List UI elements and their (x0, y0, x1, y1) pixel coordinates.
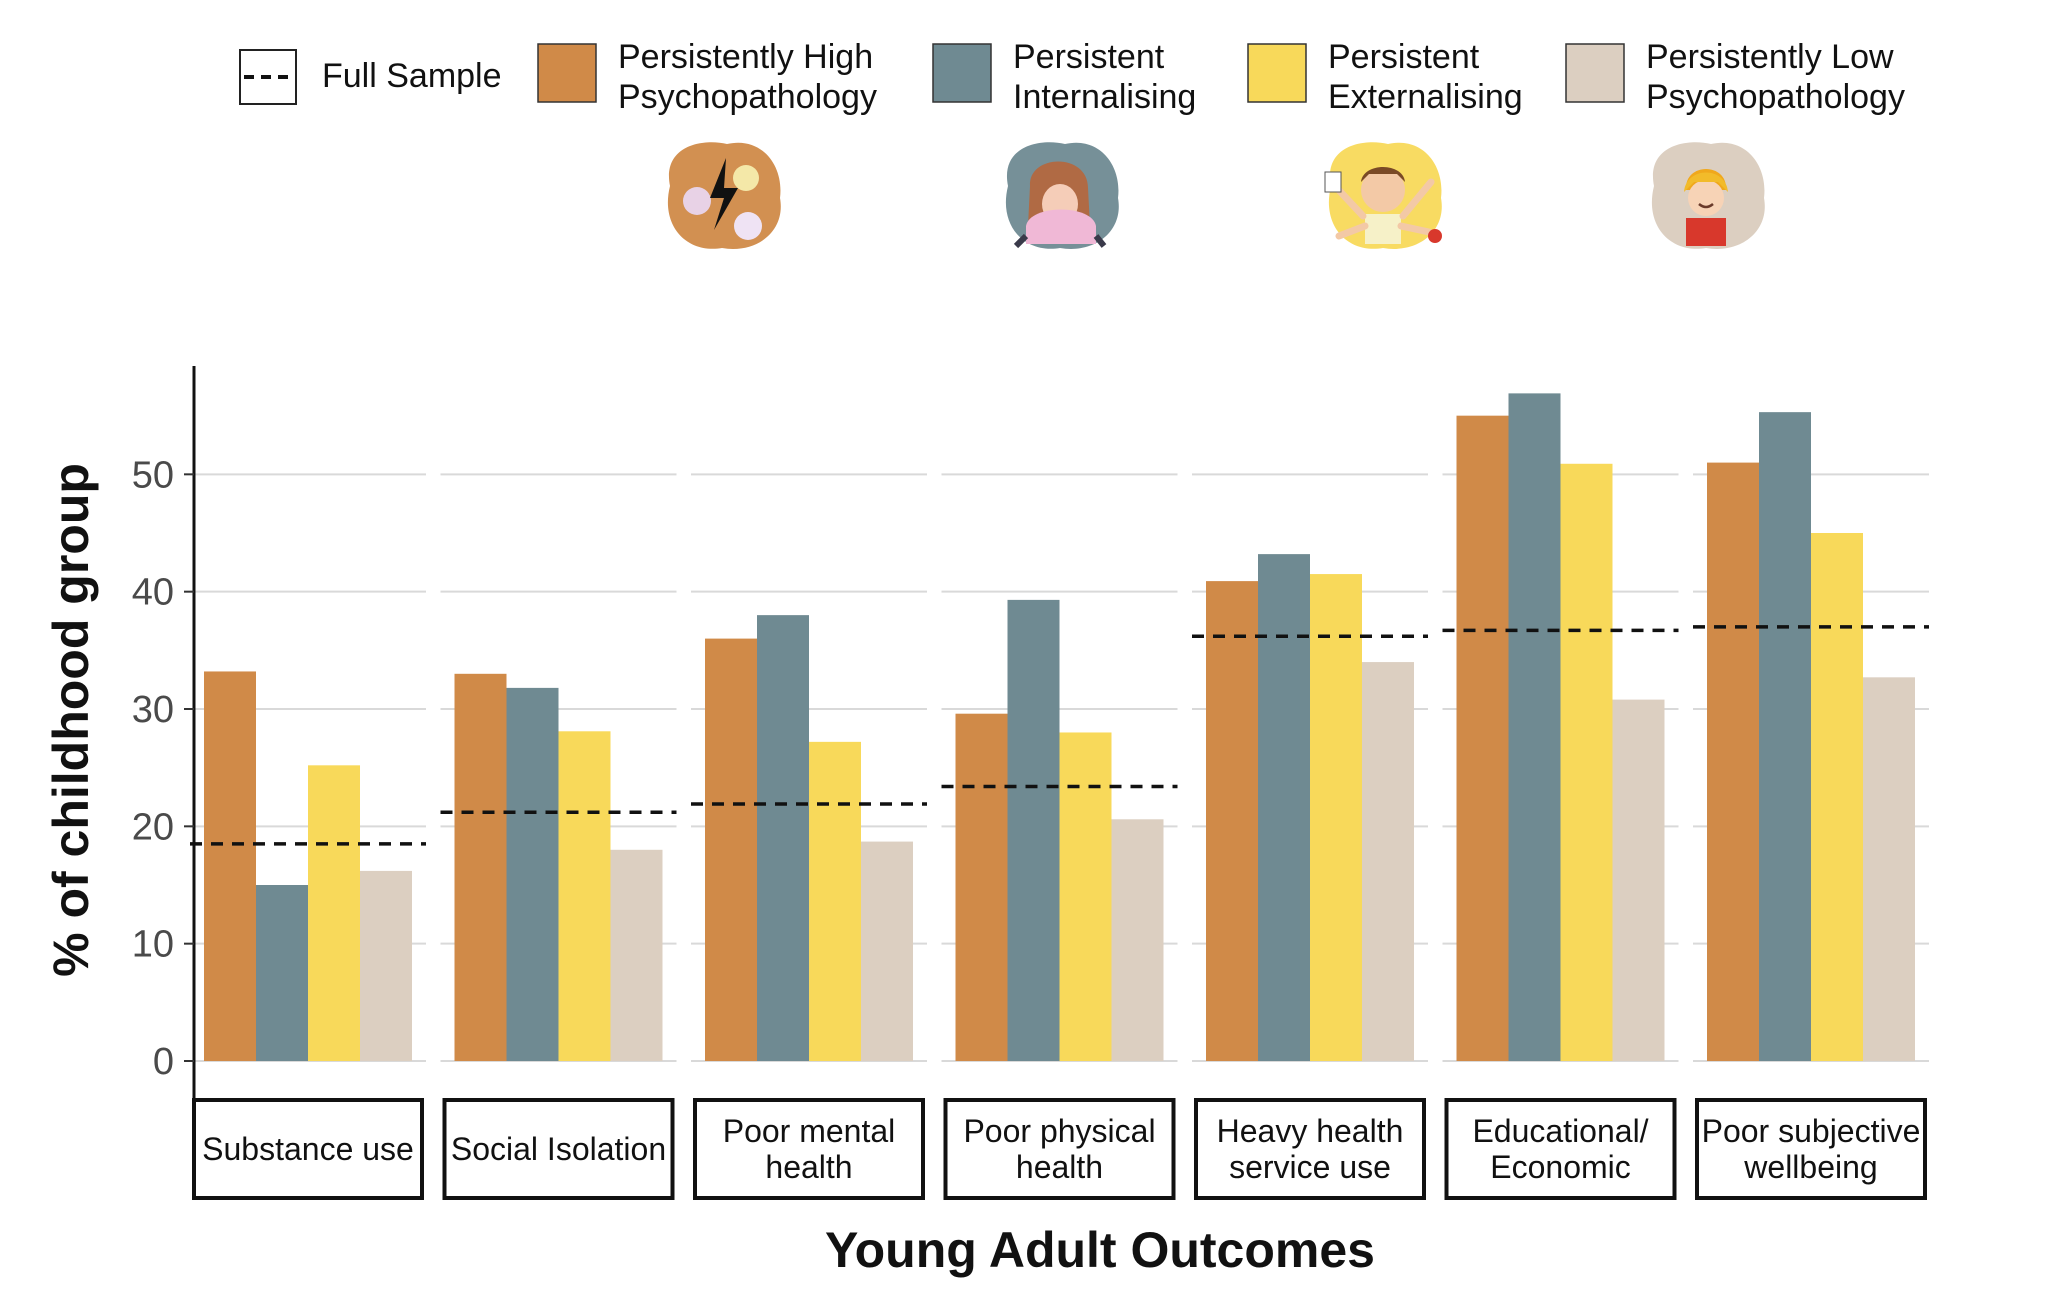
y-tick-label: 0 (153, 1041, 174, 1083)
y-tick-label: 20 (132, 806, 174, 848)
legend-item-3: Persistent Externalising (1247, 38, 1523, 116)
facet-panel: Heavy health service use (1192, 473, 1428, 1200)
facet-panel: Social Isolation (440, 473, 677, 1200)
hyperactive-child-icon (1324, 142, 1442, 249)
x-axis-title: Young Adult Outcomes (825, 1222, 1375, 1278)
facet-panel: Educational/Economic (1442, 393, 1679, 1200)
bar (1811, 533, 1863, 1061)
bar (1759, 412, 1811, 1061)
facet-panel: Poor mental health (691, 473, 927, 1200)
facet-panel: Poor subjective wellbeing (1693, 412, 1929, 1200)
facet-panel: Poor physical health (941, 473, 1178, 1200)
bar (955, 713, 1008, 1061)
facet-label-box (1194, 1098, 1426, 1200)
facet-label: Poor subjective wellbeing (1702, 1113, 1921, 1185)
bar (1258, 554, 1310, 1061)
facet-label: Poor physical health (963, 1113, 1155, 1185)
y-axis-title: % of childhood group (43, 463, 99, 977)
facet-label-box (1444, 1098, 1677, 1200)
bar (1310, 574, 1362, 1061)
legend-swatch (1565, 43, 1625, 103)
facet-label-box (693, 1098, 925, 1200)
bar (1863, 677, 1915, 1061)
bar (1059, 732, 1112, 1061)
bar (1508, 393, 1561, 1062)
bar (558, 731, 611, 1061)
happy-child-icon (1651, 142, 1765, 249)
facet-label-box (442, 1098, 675, 1200)
bar (256, 885, 308, 1061)
bar (1007, 599, 1060, 1061)
facet-label-box (1695, 1098, 1927, 1200)
bar (861, 841, 913, 1061)
sad-child-icon (1005, 142, 1119, 249)
bar (506, 687, 559, 1061)
bar (454, 673, 507, 1061)
y-axis: 0 10 20 30 40 50 (132, 366, 196, 1100)
bar (1362, 662, 1414, 1061)
bar (1111, 819, 1164, 1061)
bar (1707, 462, 1759, 1062)
legend-label: Persistent Externalising (1328, 38, 1523, 116)
bar (705, 638, 757, 1061)
facet-label: Substance use (202, 1131, 414, 1167)
bar (1456, 415, 1509, 1062)
legend-label: Persistently High Psychopathology (618, 38, 877, 116)
legend-label: Persistent Internalising (1013, 38, 1196, 116)
legend-swatch (537, 43, 597, 103)
bar (360, 870, 412, 1061)
facet-label: Poor mental health (723, 1113, 896, 1185)
bar (610, 849, 663, 1061)
legend-item-full-sample: Full Sample (239, 49, 502, 105)
facet-label: Social Isolation (451, 1131, 666, 1167)
bar (757, 615, 809, 1061)
facet-label: Heavy health service use (1217, 1113, 1404, 1185)
legend-label: Persistently Low Psychopathology (1646, 38, 1905, 116)
legend-series-items: Persistently High Psychopathology Persiste… (537, 38, 1905, 116)
bar (204, 671, 256, 1061)
bar (1206, 581, 1258, 1061)
legend-item-1: Persistently High Psychopathology (537, 38, 877, 116)
bar (308, 765, 360, 1061)
group-icons (667, 142, 1765, 249)
y-tick-label: 40 (132, 572, 174, 614)
legend-label-full-sample: Full Sample (322, 57, 502, 95)
bar (1560, 463, 1613, 1062)
y-tick-label: 30 (132, 689, 174, 731)
legend-swatch (932, 43, 992, 103)
y-tick-label: 50 (132, 454, 174, 496)
facet-label-box (192, 1098, 424, 1200)
facet-panel: Substance use (190, 473, 426, 1200)
conflict-collage-icon (667, 142, 781, 249)
facet-panels: Substance use Social Isolation Poor mental… (190, 393, 1929, 1200)
legend: Full Sample Persistently High Psychopatho… (239, 38, 1905, 116)
legend-swatch (1247, 43, 1307, 103)
bar (809, 741, 861, 1061)
bar (1612, 699, 1665, 1061)
y-tick-label: 10 (132, 924, 174, 966)
legend-item-4: Persistently Low Psychopathology (1565, 38, 1905, 116)
facet-label-box (943, 1098, 1176, 1200)
facet-label: Educational/Economic (1472, 1113, 1648, 1185)
legend-item-2: Persistent Internalising (932, 38, 1196, 116)
